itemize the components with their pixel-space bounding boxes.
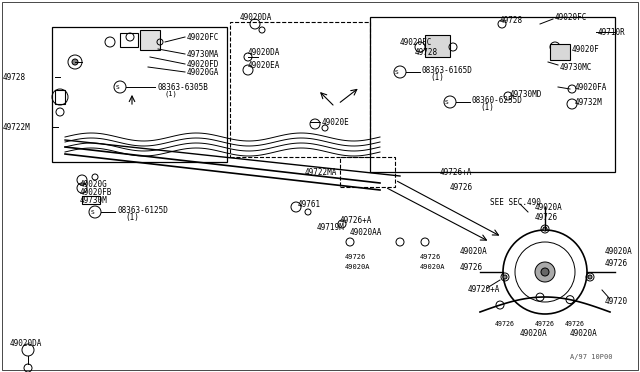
- Text: 49726: 49726: [565, 321, 585, 327]
- Text: 49761: 49761: [298, 199, 321, 208]
- Circle shape: [503, 275, 507, 279]
- Bar: [425, 35, 450, 57]
- Text: (1): (1): [165, 91, 178, 97]
- Bar: [550, 44, 570, 60]
- Text: 49020FB: 49020FB: [80, 187, 113, 196]
- Text: 49728: 49728: [3, 73, 26, 81]
- Bar: [120, 33, 138, 47]
- Text: 49726+A: 49726+A: [440, 167, 472, 176]
- Text: 49020EA: 49020EA: [248, 61, 280, 70]
- Text: (1): (1): [125, 212, 139, 221]
- Circle shape: [588, 275, 592, 279]
- Text: 08363-6165D: 08363-6165D: [422, 65, 473, 74]
- Text: 49020E: 49020E: [322, 118, 349, 126]
- Text: 49728: 49728: [500, 16, 523, 25]
- Text: 49020AA: 49020AA: [350, 228, 382, 237]
- Text: 49020A: 49020A: [570, 330, 598, 339]
- Circle shape: [72, 59, 78, 65]
- Text: 49722MA: 49722MA: [305, 167, 337, 176]
- Text: 49020A: 49020A: [605, 247, 633, 257]
- Text: 49020FA: 49020FA: [575, 83, 607, 92]
- Text: 49726: 49726: [345, 254, 366, 260]
- Text: S: S: [90, 209, 94, 215]
- Text: 49020GA: 49020GA: [187, 67, 220, 77]
- Text: 49726: 49726: [460, 263, 483, 272]
- Text: 49020FC: 49020FC: [555, 13, 588, 22]
- Text: S: S: [445, 99, 449, 105]
- Circle shape: [543, 227, 547, 231]
- Bar: [370, 17, 615, 172]
- Text: 49728: 49728: [415, 48, 438, 57]
- Bar: [82, 196, 100, 204]
- Text: 49020A: 49020A: [535, 202, 563, 212]
- Text: 49726: 49726: [535, 212, 558, 221]
- Bar: [52, 27, 227, 162]
- Bar: [230, 22, 370, 157]
- Text: 49720: 49720: [605, 298, 628, 307]
- Bar: [340, 157, 395, 187]
- Text: 49020DA: 49020DA: [10, 340, 42, 349]
- Text: 49020FC: 49020FC: [187, 32, 220, 42]
- Text: 49722M: 49722M: [3, 122, 31, 131]
- Text: A/97 10P00: A/97 10P00: [570, 354, 612, 360]
- Bar: [55, 90, 65, 104]
- Text: 49730MA: 49730MA: [187, 49, 220, 58]
- Text: SEE SEC.490: SEE SEC.490: [490, 198, 541, 206]
- Text: 49020FC: 49020FC: [400, 38, 433, 46]
- Text: 49020G: 49020G: [80, 180, 108, 189]
- Text: 49730M: 49730M: [80, 196, 108, 205]
- Text: 49726: 49726: [450, 183, 473, 192]
- Text: 49726: 49726: [420, 254, 441, 260]
- Text: (1): (1): [480, 103, 494, 112]
- Text: 49726: 49726: [535, 321, 555, 327]
- Text: 49020A: 49020A: [520, 330, 548, 339]
- Text: 49730MC: 49730MC: [560, 62, 593, 71]
- Text: 49732M: 49732M: [575, 97, 603, 106]
- Text: 49020DA: 49020DA: [240, 13, 273, 22]
- Text: 49020A: 49020A: [345, 264, 371, 270]
- Text: 49710R: 49710R: [598, 28, 626, 36]
- Text: 49726: 49726: [605, 260, 628, 269]
- Text: 49719M: 49719M: [317, 222, 345, 231]
- Text: 08363-6305B: 08363-6305B: [157, 83, 208, 92]
- Text: 49020A: 49020A: [460, 247, 488, 257]
- Text: 49020FD: 49020FD: [187, 60, 220, 68]
- Circle shape: [541, 268, 549, 276]
- Text: S: S: [115, 84, 119, 90]
- Text: 08360-6255D: 08360-6255D: [472, 96, 523, 105]
- Text: 49020A: 49020A: [420, 264, 445, 270]
- Text: S: S: [395, 70, 399, 74]
- Text: 49020DA: 49020DA: [248, 48, 280, 57]
- Text: 49720+A: 49720+A: [468, 285, 500, 295]
- Circle shape: [535, 262, 555, 282]
- Text: 08363-6125D: 08363-6125D: [117, 205, 168, 215]
- Text: 49020F: 49020F: [572, 45, 600, 54]
- Text: (1): (1): [430, 73, 444, 81]
- Text: 49726: 49726: [495, 321, 515, 327]
- Text: 49730MD: 49730MD: [510, 90, 542, 99]
- Text: 49726+A: 49726+A: [340, 215, 372, 224]
- Bar: [140, 30, 160, 50]
